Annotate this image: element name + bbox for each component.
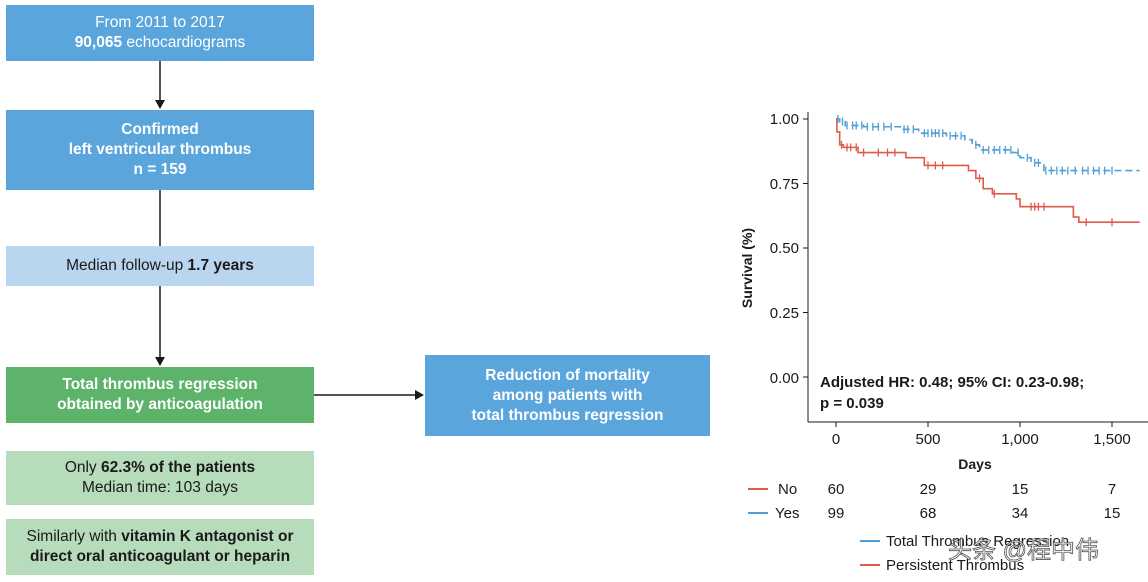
percent-prefix: Only bbox=[64, 459, 101, 476]
cohort-box: From 2011 to 2017 90,065 echocardiograms bbox=[6, 5, 314, 61]
outcome-line-2: among patients with bbox=[492, 386, 643, 404]
legend-regression-label: Total Thrombus Regression bbox=[886, 533, 1069, 550]
median-time: Median time: 103 days bbox=[82, 479, 238, 496]
cohort-count-label: echocardiograms bbox=[122, 34, 246, 51]
cohort-period: From 2011 to 2017 bbox=[95, 14, 225, 31]
y-tick-label: 1.00 bbox=[770, 111, 799, 128]
legend-persistent-label: Persistent Thrombus bbox=[886, 557, 1024, 574]
x-tick-label: 1,500 bbox=[1093, 431, 1131, 448]
risk-yes-label: Yes bbox=[775, 505, 799, 522]
outcome-box: Reduction of mortality among patients wi… bbox=[425, 355, 710, 436]
follow-up-box: Median follow-up 1.7 years bbox=[6, 246, 314, 286]
risk-yes-value: 15 bbox=[1104, 505, 1121, 522]
outcome-line-3: total thrombus regression bbox=[471, 406, 664, 424]
risk-no-value: 7 bbox=[1108, 481, 1116, 498]
risk-yes-value: 68 bbox=[920, 505, 937, 522]
percent-box: Only 62.3% of the patients Median time: … bbox=[6, 451, 314, 505]
confirmed-label: Confirmed bbox=[121, 121, 199, 138]
x-tick-label: 500 bbox=[915, 431, 940, 448]
anticoagulation-label: obtained by anticoagulation bbox=[57, 396, 263, 413]
risk-no-label: No bbox=[778, 481, 797, 498]
y-tick-label: 0.25 bbox=[770, 305, 799, 322]
persistent-survival-line bbox=[836, 118, 1140, 223]
thrombus-label: left ventricular thrombus bbox=[68, 141, 252, 158]
follow-up-label: Median follow-up bbox=[66, 257, 188, 274]
regression-box: Total thrombus regression obtained by an… bbox=[6, 367, 314, 423]
risk-no-value: 29 bbox=[920, 481, 937, 498]
cohort-count: 90,065 bbox=[74, 34, 123, 51]
risk-no-value: 60 bbox=[828, 481, 845, 498]
y-tick-label: 0.75 bbox=[770, 176, 799, 193]
treatment-drugs-1: vitamin K antagonist or bbox=[121, 528, 294, 545]
y-tick-label: 0.00 bbox=[770, 370, 799, 387]
percent-value: 62.3% of the patients bbox=[101, 459, 256, 476]
hr-annotation-line-1: Adjusted HR: 0.48; 95% CI: 0.23-0.98; bbox=[820, 374, 1084, 391]
thrombus-count: n = 159 bbox=[133, 161, 187, 178]
regression-survival-line bbox=[836, 118, 1140, 172]
x-tick-label: 1,000 bbox=[1001, 431, 1039, 448]
confirmed-thrombus-box: Confirmed left ventricular thrombus n = … bbox=[6, 110, 314, 190]
watermark: 头条 @程中伟 bbox=[948, 537, 1099, 564]
risk-no-value: 15 bbox=[1012, 481, 1029, 498]
outcome-line-1: Reduction of mortality bbox=[485, 366, 650, 384]
follow-up-value: 1.7 years bbox=[187, 257, 254, 274]
risk-yes-value: 99 bbox=[828, 505, 845, 522]
treatment-box: Similarly with vitamin K antagonist or d… bbox=[6, 519, 314, 575]
x-tick-label: 0 bbox=[832, 431, 840, 448]
risk-yes-value: 34 bbox=[1012, 505, 1029, 522]
y-tick-label: 0.50 bbox=[770, 240, 799, 257]
hr-annotation-line-2: p = 0.039 bbox=[820, 395, 884, 412]
treatment-prefix: Similarly with bbox=[26, 528, 122, 545]
regression-label: Total thrombus regression bbox=[62, 376, 258, 393]
x-axis-title: Days bbox=[958, 456, 992, 472]
y-axis-title: Survival (%) bbox=[739, 228, 755, 308]
treatment-drugs-2: direct oral anticoagulant or heparin bbox=[29, 548, 291, 565]
